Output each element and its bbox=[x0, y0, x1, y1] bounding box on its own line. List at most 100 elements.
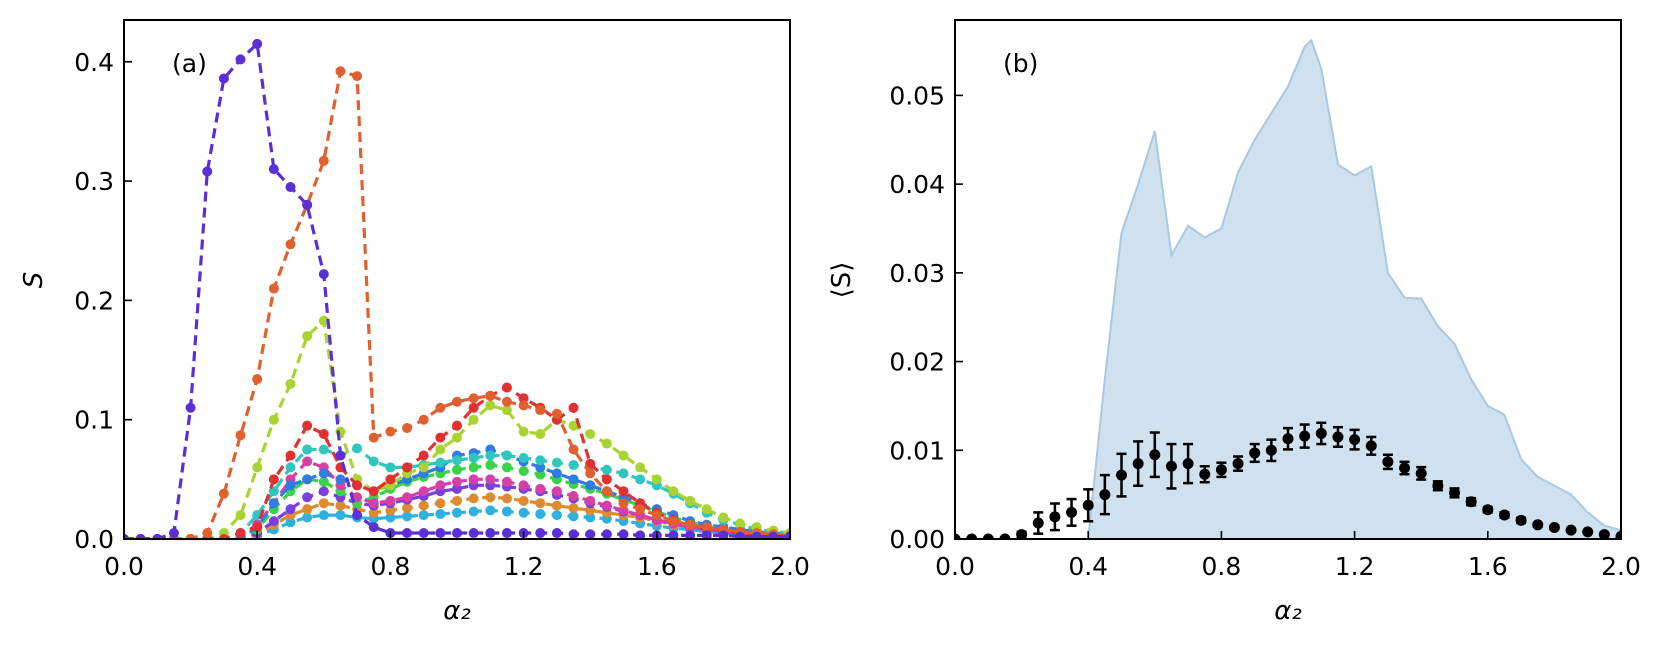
panel-a-x-tick-label: 0.0 bbox=[104, 552, 144, 581]
series-4-point bbox=[601, 464, 612, 475]
series-3-point bbox=[252, 462, 263, 473]
mean-point bbox=[955, 533, 961, 539]
panel-b-y-tick-label: 0.03 bbox=[889, 259, 945, 288]
series-2-point bbox=[402, 462, 413, 473]
panel-b-plot-group bbox=[955, 38, 1621, 539]
panel-a-y-tick-label: 0.2 bbox=[74, 286, 114, 315]
panel-a: 0.0 0.4 0.8 1.2 1.6 2.0 0.0 0.1 0.2 0.3 0.4 (a) α… bbox=[19, 19, 810, 626]
series-2-point bbox=[385, 474, 396, 485]
series-10-point bbox=[468, 506, 479, 517]
series-0-point bbox=[285, 182, 296, 193]
series-9-point bbox=[385, 505, 396, 516]
series-2-point bbox=[468, 402, 479, 413]
series-0-point bbox=[418, 528, 429, 539]
series-0-point bbox=[635, 530, 646, 539]
series-10-point bbox=[318, 510, 329, 521]
series-0-point bbox=[435, 528, 446, 539]
mean-point bbox=[1332, 431, 1344, 443]
series-3-point bbox=[435, 444, 446, 455]
series-9-point bbox=[452, 495, 462, 506]
series-3-point bbox=[268, 414, 279, 425]
panel-a-frame bbox=[123, 19, 791, 540]
series-4-line bbox=[124, 446, 790, 539]
mean-point bbox=[1116, 469, 1127, 481]
series-4-point bbox=[485, 450, 496, 461]
series-6-point bbox=[601, 500, 612, 511]
series-0-point bbox=[501, 528, 512, 539]
series-0-point bbox=[585, 529, 596, 539]
series-0-point bbox=[601, 529, 612, 539]
series-1-point bbox=[485, 390, 496, 401]
mean-point bbox=[1548, 521, 1560, 533]
series-3-point bbox=[418, 462, 429, 473]
series-0 bbox=[124, 38, 790, 539]
series-4-point bbox=[535, 455, 546, 466]
panel-a-x-tick-label: 1.2 bbox=[504, 552, 544, 581]
series-6-point bbox=[585, 495, 596, 506]
series-3-point bbox=[685, 495, 696, 506]
series-3-point bbox=[468, 414, 479, 425]
series-4-point bbox=[352, 443, 363, 454]
mean-point bbox=[1365, 440, 1377, 452]
panel-a-x-tick-label: 0.4 bbox=[237, 552, 277, 581]
series-5-point bbox=[568, 474, 579, 485]
series-0-point bbox=[718, 530, 729, 539]
series-0-point bbox=[785, 531, 790, 539]
series-10-point bbox=[551, 510, 562, 521]
series-1-point bbox=[452, 396, 462, 407]
series-6-point bbox=[352, 492, 363, 503]
mean-point bbox=[1415, 467, 1427, 479]
series-1-point bbox=[618, 498, 629, 509]
series-7-point bbox=[468, 462, 479, 473]
series-7-point bbox=[501, 462, 512, 473]
series-0-point bbox=[551, 528, 562, 539]
series-2-point bbox=[435, 432, 446, 443]
series-4-point bbox=[551, 457, 562, 468]
mean-point bbox=[1149, 449, 1161, 461]
series-5-point bbox=[268, 498, 279, 509]
series-1-point bbox=[252, 374, 263, 385]
series-9-point bbox=[318, 498, 329, 509]
series-2-point bbox=[601, 474, 612, 485]
series-0-point bbox=[668, 530, 679, 539]
series-2-point bbox=[318, 429, 329, 440]
mean-point bbox=[1465, 496, 1477, 508]
mean-point bbox=[1016, 529, 1028, 539]
panel-a-y-axis-label: S bbox=[19, 272, 49, 289]
series-1-point bbox=[668, 516, 679, 527]
series-10-point bbox=[285, 517, 296, 528]
series-3-point bbox=[285, 378, 296, 389]
series-2-point bbox=[452, 420, 462, 431]
series-2-point bbox=[352, 480, 363, 491]
series-2-point bbox=[418, 450, 429, 461]
series-9-point bbox=[585, 505, 596, 516]
series-5-point bbox=[285, 480, 296, 491]
series-0-point bbox=[218, 73, 229, 84]
panel-b-y-tick-label: 0.05 bbox=[889, 81, 945, 110]
series-3-point bbox=[718, 512, 729, 523]
mean-point bbox=[1199, 468, 1211, 480]
panel-b-label: (b) bbox=[1003, 49, 1038, 78]
panel-a-x-tick-label: 1.6 bbox=[637, 552, 677, 581]
series-0-point bbox=[185, 402, 196, 413]
panel-b-x-tick-label: 1.6 bbox=[1468, 552, 1508, 581]
series-9-point bbox=[402, 502, 413, 513]
series-0-point bbox=[685, 530, 696, 539]
series-9-point bbox=[551, 500, 562, 511]
series-3-point bbox=[651, 474, 662, 485]
series-6-point bbox=[402, 492, 413, 503]
series-9-point bbox=[518, 495, 529, 506]
series-7-point bbox=[485, 460, 496, 471]
panel-a-y-tick-label: 0.3 bbox=[74, 167, 114, 196]
series-6-point bbox=[418, 486, 429, 497]
mean-point bbox=[1482, 504, 1494, 516]
series-3-point bbox=[701, 504, 712, 515]
series-9-point bbox=[435, 498, 446, 509]
series-1-point bbox=[318, 155, 329, 166]
mean-point bbox=[1032, 517, 1044, 529]
series-0-point bbox=[152, 534, 163, 539]
series-1-point bbox=[402, 423, 413, 434]
panel-a-x-tick-label: 2.0 bbox=[770, 552, 810, 581]
mean-point bbox=[1349, 434, 1361, 446]
